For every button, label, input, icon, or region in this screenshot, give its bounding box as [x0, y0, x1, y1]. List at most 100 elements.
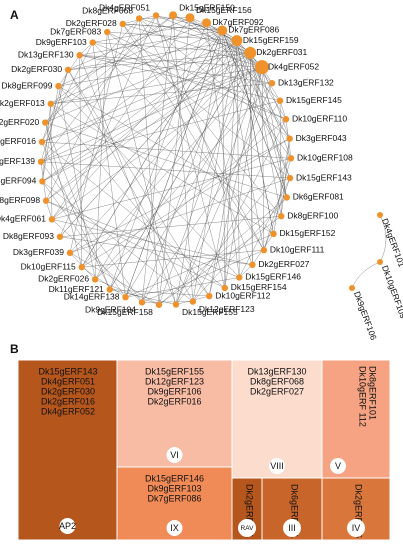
group-badge [166, 447, 183, 463]
edge [81, 249, 264, 268]
node-label: Dk10gERF110 [292, 113, 347, 123]
node-label: Dk10gERF112 [215, 290, 270, 300]
node [255, 60, 270, 75]
node-label: Dk13gERF132 [278, 77, 334, 87]
node-label: Dk3gERF043 [296, 133, 347, 143]
node [76, 51, 83, 59]
edge [172, 15, 194, 302]
gene-label: Dk2gERF026 [354, 484, 364, 538]
edge [92, 42, 274, 235]
node-label: Dk15gERF146 [245, 272, 301, 282]
edge [45, 122, 111, 290]
group-badge [330, 458, 346, 474]
edge [79, 55, 82, 268]
node-label: Dk9gERF106 [352, 290, 379, 342]
edge [81, 266, 126, 298]
gene-label: Dk8gERF068 [250, 376, 304, 386]
edge [192, 197, 287, 302]
node [42, 119, 49, 126]
edge [125, 30, 223, 298]
edge [45, 200, 240, 278]
edge [40, 161, 291, 179]
gene-label: Dk7gERF086 [147, 493, 201, 503]
node-label: Dk15gERF150 [179, 2, 235, 12]
edge [109, 52, 251, 290]
node [286, 135, 293, 142]
node-label: Dk2gERF031 [256, 47, 307, 57]
node-label: Dk7gERF092 [212, 17, 263, 27]
node [172, 301, 180, 308]
edge [109, 289, 177, 305]
edge [94, 32, 108, 280]
edge [122, 23, 263, 68]
node [42, 197, 50, 204]
edge [58, 22, 207, 87]
node-label: Dk9gERF103 [36, 37, 87, 47]
group-badge [59, 518, 76, 534]
node-label: Dk4gERF051 [99, 3, 150, 13]
gene-label: Dk10gERF 112 [358, 366, 368, 427]
edge [94, 40, 238, 280]
node [39, 178, 46, 185]
node-label: Dk6gERF081 [293, 192, 344, 202]
edge [261, 67, 290, 139]
edge [50, 103, 53, 220]
edge [42, 181, 126, 298]
edge [139, 18, 251, 54]
gene-label: Dk8gERF101 [368, 366, 378, 420]
edge [59, 15, 157, 237]
gene-label: Dk15gERF146 [145, 473, 204, 483]
node [138, 299, 146, 306]
node [283, 194, 290, 201]
edge [68, 52, 251, 71]
node [37, 158, 45, 165]
node-label: Dk4gERF061 [0, 214, 46, 224]
edge [192, 40, 238, 302]
node [278, 213, 285, 220]
node-label: Dk2gERF028 [66, 18, 117, 28]
node [48, 216, 56, 223]
edge [41, 42, 93, 143]
edge [41, 141, 110, 290]
node [66, 249, 74, 257]
node [268, 80, 276, 87]
node [276, 97, 284, 104]
edge [45, 52, 251, 201]
edge [51, 158, 292, 220]
edge [224, 40, 238, 288]
edge [45, 18, 140, 201]
edge [141, 249, 264, 303]
edge [92, 42, 251, 54]
node-label: Dk2gERF016 [0, 136, 36, 146]
node [155, 301, 163, 308]
edge [68, 17, 191, 71]
node [64, 66, 72, 74]
edge [69, 52, 251, 253]
node-label: Dk10gERF108 [297, 153, 353, 163]
node [38, 138, 46, 146]
gene-label: Dk4gERF051 [41, 376, 95, 386]
edge [122, 23, 223, 31]
node [206, 292, 213, 300]
group-label: V [335, 461, 341, 471]
node [244, 46, 257, 59]
group-label: IX [170, 523, 179, 533]
node [47, 100, 54, 107]
node [78, 263, 85, 271]
edge [67, 69, 210, 297]
edge [158, 197, 287, 305]
edge [79, 55, 177, 305]
edge [175, 30, 223, 305]
edge [40, 66, 263, 162]
edge [224, 67, 263, 288]
node-label: Dk2gERF030 [11, 64, 62, 74]
tile [17, 359, 118, 541]
edge [263, 158, 292, 251]
group-label: RAV [241, 525, 255, 532]
edge [261, 67, 287, 198]
edge [122, 23, 265, 251]
edge [40, 69, 69, 162]
node-label: Dk15gERF145 [286, 95, 342, 105]
node-label: Dk15gERF155 [182, 307, 238, 317]
edge [81, 67, 263, 268]
